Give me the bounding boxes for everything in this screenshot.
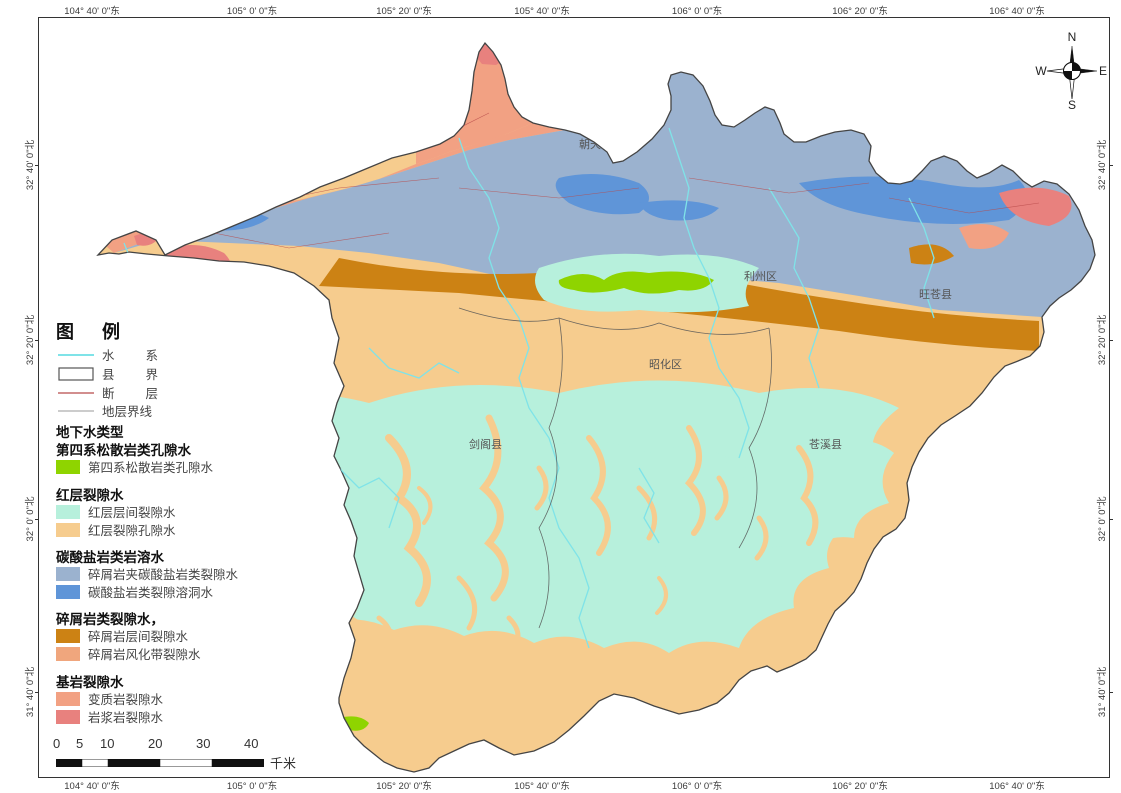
svg-text:旺苍县: 旺苍县 [919,288,952,301]
svg-text:剑阁县: 剑阁县 [469,437,502,451]
svg-text:朝天区: 朝天区 [579,138,612,151]
svg-text:昭化区: 昭化区 [649,357,682,371]
svg-text:苍溪县: 苍溪县 [809,438,842,451]
svg-text:利州区: 利州区 [744,270,777,283]
